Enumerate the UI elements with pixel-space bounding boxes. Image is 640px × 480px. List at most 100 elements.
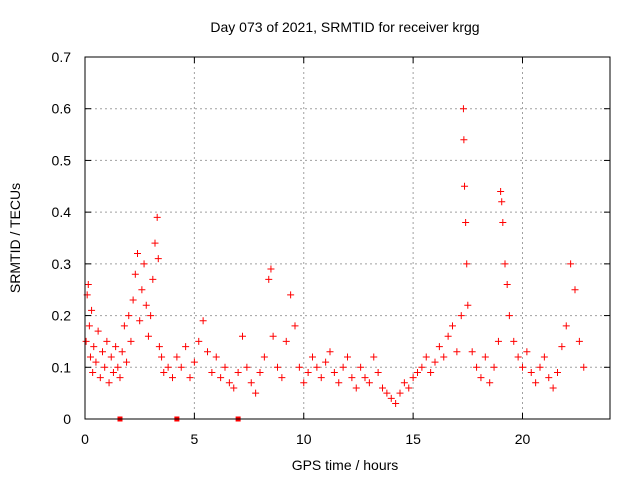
data-point: [164, 363, 172, 371]
data-point: [291, 322, 299, 330]
data-point: [344, 353, 351, 361]
data-point: [114, 363, 122, 371]
data-point: [195, 337, 203, 345]
data-point: [422, 353, 430, 361]
data-point: [169, 374, 176, 382]
data-point: [153, 213, 161, 221]
data-point: [571, 286, 579, 294]
data-point: [103, 337, 111, 345]
x-tick-label: 5: [190, 431, 198, 447]
y-tick-label: 0.1: [52, 359, 72, 375]
plot-frame: [84, 56, 611, 420]
data-point: [540, 353, 548, 361]
data-point: [580, 363, 588, 371]
data-point: [549, 384, 557, 392]
data-point: [481, 353, 489, 361]
data-point: [379, 384, 386, 392]
data-point: [120, 322, 128, 330]
data-point: [505, 312, 513, 320]
data-point: [199, 317, 207, 325]
data-point: [147, 312, 155, 320]
data-point: [365, 379, 373, 387]
data-point: [295, 363, 303, 371]
data-point: [370, 353, 378, 361]
data-point: [260, 353, 268, 361]
data-point: [84, 281, 92, 289]
data-point: [313, 363, 321, 371]
chart-title: Day 073 of 2021, SRMTID for receiver krg…: [210, 19, 479, 35]
data-point: [499, 218, 507, 226]
data-point: [267, 265, 275, 273]
data-point: [461, 182, 469, 190]
data-point: [387, 394, 395, 402]
data-point: [154, 255, 162, 263]
data-point: [208, 368, 216, 376]
data-point: [497, 187, 505, 195]
data-point: [136, 317, 144, 325]
data-point: [101, 363, 109, 371]
data-point: [545, 374, 553, 382]
data-point: [92, 358, 100, 366]
data-point: [510, 337, 518, 345]
y-axis-label: SRMTID / TECUs: [7, 183, 23, 293]
data-point: [361, 374, 369, 382]
data-point: [155, 343, 163, 351]
data-point: [335, 379, 343, 387]
data-point: [462, 218, 470, 226]
data-point: [435, 343, 443, 351]
x-tick-label: 10: [296, 431, 312, 447]
data-point: [523, 348, 531, 356]
data-point: [109, 368, 117, 376]
data-point: [212, 353, 220, 361]
data-point: [149, 275, 157, 283]
x-tick-label: 0: [81, 431, 89, 447]
data-point: [457, 312, 465, 320]
grid: [85, 57, 610, 419]
data-point: [129, 296, 137, 304]
data-point: [396, 389, 404, 397]
data-point: [392, 399, 400, 407]
data-point: [464, 301, 472, 309]
data-point: [134, 250, 141, 258]
y-tick-label: 0.7: [52, 49, 72, 65]
data-point: [490, 363, 498, 371]
data-point: [256, 368, 264, 376]
data-point: [96, 374, 104, 382]
data-point: [125, 312, 133, 320]
data-point: [142, 301, 150, 309]
data-point: [317, 374, 325, 382]
data-point: [269, 332, 277, 340]
data-point: [190, 358, 198, 366]
x-tick-label: 15: [405, 431, 421, 447]
data-point: [252, 389, 260, 397]
data-point: [94, 327, 102, 335]
data-point: [459, 105, 467, 113]
data-point: [527, 368, 535, 376]
data-point: [352, 384, 360, 392]
data-point: [90, 343, 98, 351]
data-point: [440, 353, 448, 361]
data-point: [182, 343, 190, 351]
data-point: [486, 379, 494, 387]
data-point: [501, 260, 509, 268]
data-point: [177, 363, 185, 371]
axis-ticks: 0 5 10 15 20 0 0.1 0.2 0.3 0.4 0.5 0.6 0.7: [52, 49, 610, 447]
data-point: [82, 337, 90, 345]
data-point: [116, 374, 124, 382]
data-point: [160, 368, 168, 376]
y-tick-label: 0: [63, 411, 71, 427]
y-tick-label: 0.2: [52, 308, 72, 324]
data-point: [449, 322, 456, 330]
data-point: [494, 337, 502, 345]
data-point: [243, 363, 251, 371]
data-point: [503, 281, 511, 289]
y-tick-label: 0.3: [52, 256, 72, 272]
data-point: [498, 198, 506, 206]
data-point: [265, 275, 273, 283]
data-point: [144, 332, 152, 340]
data-point: [473, 363, 481, 371]
data-point: [558, 343, 566, 351]
data-point: [444, 332, 452, 340]
data-point: [287, 291, 295, 299]
data-point: [383, 389, 391, 397]
